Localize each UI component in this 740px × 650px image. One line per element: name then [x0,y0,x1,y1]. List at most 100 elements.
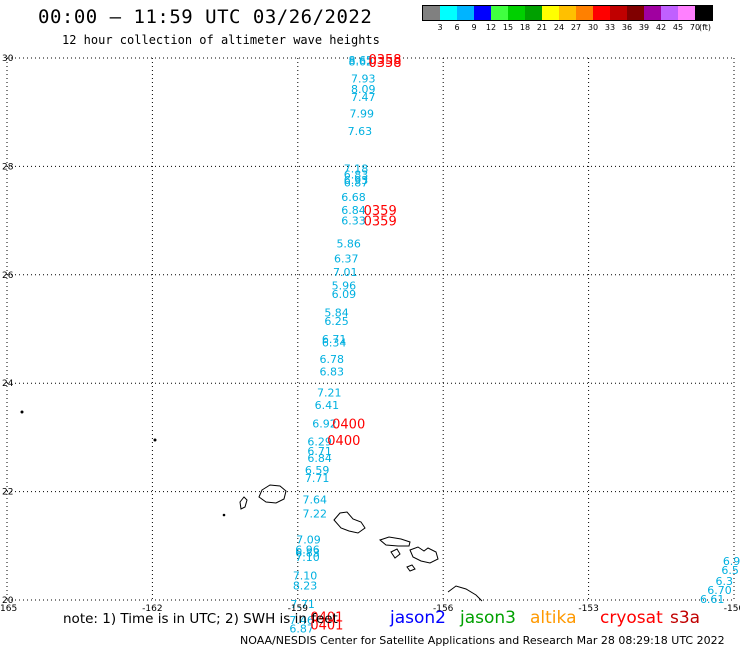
wave-height-value: 6.68 [341,191,366,204]
wave-height-value: 6.25 [324,315,349,328]
color-swatch [678,6,695,20]
wave-height-value: 6.33 [341,215,366,228]
color-scale-label: 33 [604,23,616,32]
color-scale-label: 6 [454,23,460,32]
wave-height-value: 6.3 [716,575,734,588]
longitude-label: -150 [724,604,740,614]
maui-island [409,546,439,564]
wave-height-value: 8.62 [349,55,374,68]
pass-time-label: 0400 [332,417,365,432]
credit-line: NOAA/NESDIS Center for Satellite Applica… [240,634,725,647]
wave-height-value: 7.46 [289,614,314,627]
wave-height-value: 6.71 [307,445,332,458]
color-swatch [457,6,474,20]
color-scale-unit: (ft) [699,23,712,32]
color-swatch [423,6,440,20]
wave-height-value: 7.10 [293,570,318,583]
color-scale-label: 36 [621,23,633,32]
wave-height-value: 8.65 [349,54,374,67]
wave-height-value: 7.71 [305,472,330,485]
color-scale-label: 39 [638,23,650,32]
wave-height-value: 6.78 [319,353,344,366]
color-scale-label: 12 [485,23,497,32]
longitude-label: -165 [0,604,17,614]
wave-height-value: 7.99 [350,107,375,120]
latitude-label: 28 [2,162,14,172]
wave-height-value: 6.61 [700,593,725,606]
wave-height-values: 8.658.627.938.097.477.997.637.186.836.93… [289,54,740,636]
wave-height-value: 6.70 [707,584,732,597]
map-subtitle: 12 hour collection of altimeter wave hei… [62,33,380,47]
color-scale-label: 70 [689,23,701,32]
wave-height-value: 5.96 [332,280,357,293]
longitude-label: -162 [142,604,162,614]
color-scale-labels: 3 6 9 12 15 18 21 24 27 30 33 36 39 42 45 70 (ft) [422,21,713,33]
pass-time-label: 0401 [310,610,343,625]
wave-height-value: 7.63 [348,125,373,138]
molokai-island [378,536,411,547]
color-scale-label: 9 [471,23,477,32]
mission-label-s3a: s3a [670,608,701,628]
color-swatch [440,6,457,20]
color-scale-label: 21 [536,23,548,32]
wave-height-value: 8.23 [293,579,318,592]
wave-height-value: 6.5 [721,564,739,577]
color-swatch [491,6,508,20]
color-swatch [559,6,576,20]
color-swatch [627,6,644,20]
color-swatch [525,6,542,20]
wave-height-value: 7.93 [351,73,376,86]
color-swatch [593,6,610,20]
wave-height-value: 7.71 [290,598,315,611]
kauai-island [258,484,287,504]
color-scale-label: 18 [519,23,531,32]
wave-height-value: 6.83 [344,169,369,182]
color-scale-label: 27 [570,23,582,32]
color-swatch [644,6,661,20]
color-scale-legend: 3 6 9 12 15 18 21 24 27 30 33 36 39 42 45 70 (ft) [422,5,713,33]
pass-time-label: 0401 [310,618,343,633]
wave-height-value: 6.87 [344,177,369,190]
wave-height-value: 6.92 [312,417,337,430]
color-swatch [542,6,559,20]
longitude-label: -159 [288,604,309,614]
latitude-labels: 30 28 26 24 22 20 [2,54,14,606]
wave-height-value: 7.01 [333,266,358,279]
lanai-island [390,548,401,559]
wave-height-value: 6.87 [289,623,314,636]
pass-time-label: 0358 [368,56,401,71]
wave-height-value: 6.83 [295,546,320,559]
pass-time-label: 0400 [327,434,360,449]
wave-height-value: 6.37 [334,253,359,266]
latitude-label: 30 [2,54,14,64]
color-swatch [695,6,712,20]
mission-label-jason3: jason3 [460,608,516,628]
wave-height-value: 6.41 [315,399,340,412]
wave-height-value: 6.84 [307,452,332,465]
wave-height-value: 6.93 [344,174,369,187]
wave-height-value: 6.96 [295,544,320,557]
islet [20,410,24,414]
mission-label-altika: altika [530,608,577,628]
color-scale-label: 45 [672,23,684,32]
color-scale-label: 15 [502,23,514,32]
mission-label-cryosat: cryosat [600,608,663,628]
wave-height-value: 6.9 [723,555,740,568]
latitude-label: 22 [2,488,13,498]
latitude-label: 20 [2,596,14,606]
wave-height-value: 6.34 [322,337,347,350]
pass-time-label: 0358 [368,53,401,68]
longitude-labels: -165 -162 -159 -156 -153 -150 [0,604,740,614]
color-scale-label: 3 [437,23,443,32]
color-scale-label: 30 [587,23,599,32]
wave-height-value: 6.59 [305,464,330,477]
mission-label-jason2: jason2 [390,608,446,628]
islet [153,438,157,442]
wave-height-value: 7.10 [295,551,320,564]
color-swatch [661,6,678,20]
wave-height-value: 6.71 [322,333,347,346]
latitude-label: 24 [2,379,14,389]
wave-height-value: 5.86 [336,237,361,250]
